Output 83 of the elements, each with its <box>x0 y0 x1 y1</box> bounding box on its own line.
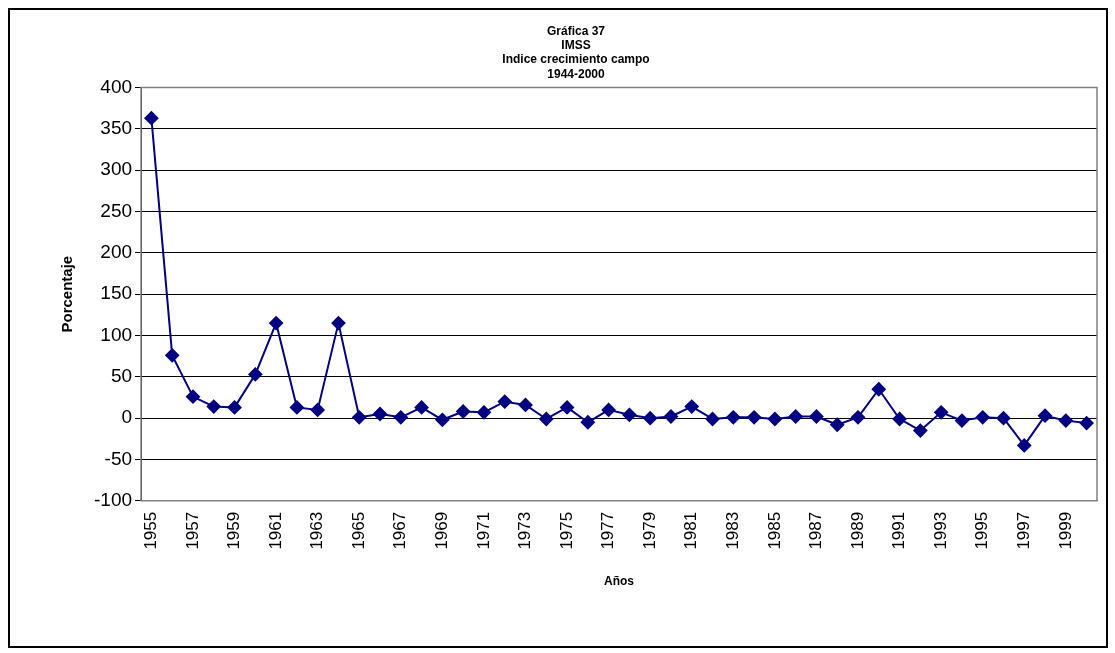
x-tick-label: 1985 <box>764 511 784 550</box>
x-tick-label: 1967 <box>390 511 410 550</box>
point <box>414 400 429 415</box>
point <box>747 410 762 425</box>
x-tick-label: 1979 <box>639 511 659 550</box>
y-tick-label: 350 <box>100 117 133 139</box>
x-tick-label: 1987 <box>806 511 826 550</box>
point <box>851 410 866 425</box>
y-tick-label: -100 <box>94 489 133 511</box>
point <box>165 348 180 363</box>
point <box>144 111 159 126</box>
point <box>975 410 990 425</box>
y-tick-label: 150 <box>100 282 133 304</box>
point <box>1017 438 1032 453</box>
y-tick-label: 300 <box>100 158 133 180</box>
point <box>560 400 575 415</box>
point <box>518 397 533 412</box>
x-tick-label: 1957 <box>182 511 202 550</box>
x-tick-label: 1965 <box>348 511 368 550</box>
point <box>892 411 907 426</box>
point <box>310 402 325 417</box>
point <box>476 405 491 420</box>
point <box>726 410 741 425</box>
point <box>767 411 782 426</box>
y-tick-label: 0 <box>121 406 133 428</box>
point <box>289 400 304 415</box>
x-tick-label: 1993 <box>930 511 950 550</box>
point <box>1079 416 1094 431</box>
point <box>373 407 388 422</box>
point <box>206 399 221 414</box>
point <box>497 394 512 409</box>
point <box>954 413 969 428</box>
y-tick-label: 50 <box>110 365 133 387</box>
point <box>1058 413 1073 428</box>
point <box>352 410 367 425</box>
x-tick-label: 1983 <box>723 511 742 550</box>
x-tick-label: 1995 <box>972 511 992 550</box>
point <box>913 423 928 438</box>
point <box>830 417 845 432</box>
point <box>871 382 886 397</box>
x-tick-label: 1961 <box>265 511 285 550</box>
point <box>393 410 408 425</box>
point <box>248 367 263 382</box>
point <box>705 411 720 426</box>
point <box>996 411 1011 426</box>
x-tick-label: 1975 <box>556 511 576 550</box>
x-tick-label: 1963 <box>307 511 327 550</box>
x-tick-label: 1981 <box>681 511 701 550</box>
y-axis-title: Porcentaje <box>58 255 76 333</box>
point <box>331 316 346 331</box>
y-tick-label: 250 <box>100 199 133 221</box>
y-tick-label: -50 <box>104 447 133 469</box>
x-tick-label: 1971 <box>473 511 493 550</box>
chart-title: Gráfica 37 IMSS Indice crecimiento campo 1944-2000 <box>502 23 650 81</box>
x-tick-label: 1991 <box>889 511 909 550</box>
x-tick-label: 1999 <box>1055 511 1075 550</box>
x-tick-label: 1997 <box>1013 511 1033 550</box>
y-tick-label: 400 <box>100 75 133 97</box>
point <box>643 411 658 426</box>
y-tick-label: 100 <box>100 323 133 345</box>
x-tick-label: 1973 <box>515 511 535 550</box>
point <box>622 407 637 422</box>
point <box>788 409 803 424</box>
x-tick-label: 1969 <box>432 511 452 550</box>
point <box>435 412 450 427</box>
x-axis-title: Años <box>604 574 635 589</box>
point <box>539 411 554 426</box>
x-tick-label: 1955 <box>141 511 161 550</box>
point <box>809 409 824 424</box>
point <box>663 409 678 424</box>
x-tick-label: 1977 <box>598 511 618 550</box>
point <box>684 399 699 414</box>
point <box>1038 408 1053 423</box>
point <box>601 402 616 417</box>
x-tick-label: 1989 <box>847 511 867 550</box>
point <box>456 404 471 419</box>
point <box>934 405 949 420</box>
point <box>269 316 284 331</box>
y-tick-label: 200 <box>100 241 133 263</box>
point <box>227 400 242 415</box>
point <box>580 415 595 430</box>
x-tick-label: 1959 <box>224 511 244 550</box>
point <box>185 389 200 404</box>
